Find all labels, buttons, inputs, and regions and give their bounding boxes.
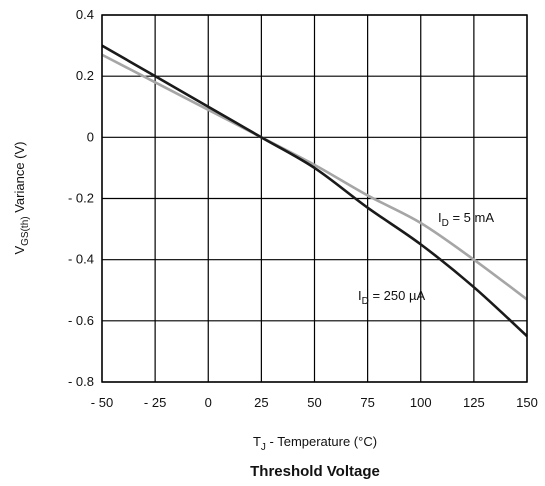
- y-tick-label: 0.2: [76, 68, 94, 83]
- series-label-5ma: ID = 5 mA: [438, 210, 494, 229]
- y-tick-label: - 0.8: [68, 374, 94, 389]
- x-tick-label: - 50: [91, 395, 113, 410]
- y-tick-label: 0: [87, 129, 94, 144]
- x-tick-labels: - 50 - 25 0 25 50 75 100 125 150: [91, 395, 538, 410]
- x-tick-label: 150: [516, 395, 538, 410]
- y-tick-label: 0.4: [76, 7, 94, 22]
- series-lines: [101, 44, 528, 338]
- x-tick-label: 25: [254, 395, 268, 410]
- y-tick-label: - 0.6: [68, 313, 94, 328]
- y-axis-label: VGS(th) Variance (V): [12, 141, 31, 254]
- series-line-250ua: [101, 44, 528, 338]
- x-tick-label: 0: [205, 395, 212, 410]
- series-line-5ma: [101, 53, 528, 301]
- x-tick-label: 75: [360, 395, 374, 410]
- x-tick-label: - 25: [144, 395, 166, 410]
- y-tick-labels: 0.4 0.2 0 - 0.2 - 0.4 - 0.6 - 0.8: [68, 7, 94, 389]
- x-tick-label: 50: [307, 395, 321, 410]
- x-tick-label: 125: [463, 395, 485, 410]
- plot-frame: [101, 14, 528, 383]
- chart-title: Threshold Voltage: [250, 463, 380, 480]
- grid-lines: [101, 14, 528, 383]
- x-tick-label: 100: [410, 395, 432, 410]
- x-axis-label: TJ - Temperature (°C): [253, 434, 377, 453]
- y-tick-label: - 0.2: [68, 191, 94, 206]
- y-tick-label: - 0.4: [68, 252, 94, 267]
- series-label-250ua: ID = 250 µA: [358, 288, 425, 307]
